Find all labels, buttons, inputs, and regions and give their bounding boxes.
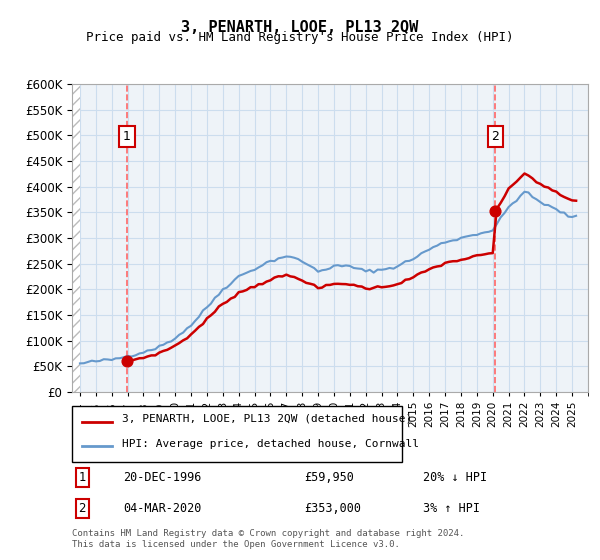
Point (122, 357, 132, 366)
Text: £59,950: £59,950 (304, 471, 354, 484)
Text: 20% ↓ HPI: 20% ↓ HPI (423, 471, 487, 484)
Text: Price paid vs. HM Land Registry's House Price Index (HPI): Price paid vs. HM Land Registry's House … (86, 31, 514, 44)
Text: 1: 1 (79, 471, 86, 484)
Text: 3, PENARTH, LOOE, PL13 2QW: 3, PENARTH, LOOE, PL13 2QW (181, 20, 419, 35)
Bar (72, 84, 80, 392)
Text: £353,000: £353,000 (304, 502, 361, 515)
Text: HPI: Average price, detached house, Cornwall: HPI: Average price, detached house, Corn… (121, 438, 419, 449)
Text: 3, PENARTH, LOOE, PL13 2QW (detached house): 3, PENARTH, LOOE, PL13 2QW (detached hou… (121, 414, 412, 424)
Text: 2: 2 (491, 130, 499, 143)
Text: 1: 1 (123, 130, 131, 143)
Text: 2: 2 (79, 502, 86, 515)
Point (491, 206, 500, 215)
Text: Contains HM Land Registry data © Crown copyright and database right 2024.
This d: Contains HM Land Registry data © Crown c… (72, 529, 464, 549)
Text: 04-MAR-2020: 04-MAR-2020 (124, 502, 202, 515)
Text: 3% ↑ HPI: 3% ↑ HPI (423, 502, 480, 515)
FancyBboxPatch shape (72, 406, 402, 462)
Text: 20-DEC-1996: 20-DEC-1996 (124, 471, 202, 484)
